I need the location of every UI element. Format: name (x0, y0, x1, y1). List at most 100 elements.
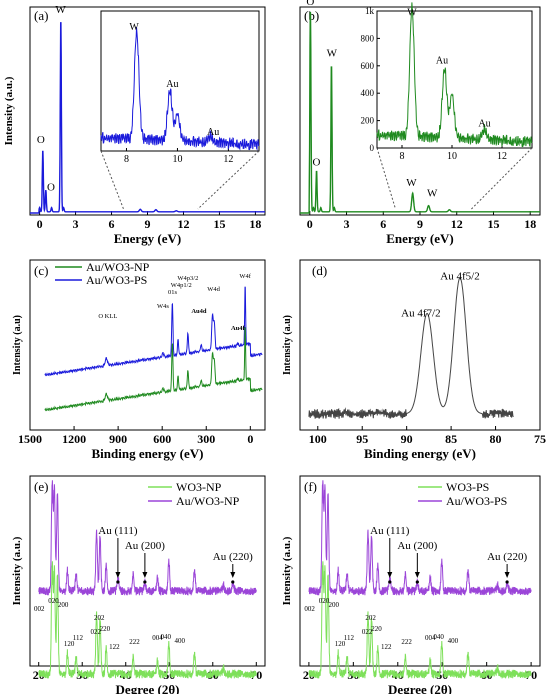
panel-d-xtick-label: 100 (309, 432, 327, 446)
panel-a-inset-line (100, 26, 260, 151)
panel-c-xtick-label: 900 (109, 432, 127, 446)
panel-c-peak-label: Au4f (231, 325, 246, 332)
panel-c-xtick-label: 0 (247, 432, 253, 446)
panel-b-inset-line (376, 2, 533, 148)
panel-c-peak-label: O KLL (98, 313, 117, 320)
panel-e-hkl-label: 220 (100, 625, 111, 633)
panel-c-peak-label: W4p3/2 (177, 275, 198, 282)
panel-f-hkl-label: 112 (344, 634, 355, 642)
panel-a-peak-label: O (37, 134, 45, 146)
panel-e-hkl-label: 040 (161, 633, 172, 641)
panel-b-xtick-label: 15 (487, 217, 499, 231)
panel-c-peak-label: W4f (239, 273, 251, 280)
panel-b-inset-peak-label: Au (436, 56, 448, 67)
panel-a-inset-peak-label: W (129, 22, 139, 33)
panel-e-au-line (38, 480, 257, 596)
panel-a-xtick-label: 3 (73, 217, 79, 231)
panel-e-hkl-label: 002 (34, 605, 45, 613)
panel-b-peak-label: W (427, 188, 438, 200)
panel-f-au-line (308, 480, 532, 596)
panel-b-peak-label: W (327, 47, 338, 59)
panel-a-inset-xtick-label: 8 (124, 154, 129, 165)
panel-c-peak-label: 01s (168, 289, 178, 296)
panel-f-au-arrowhead (414, 572, 420, 578)
panel-a-xtick-label: 9 (145, 217, 151, 231)
panel-c-xtick-label: 600 (153, 432, 171, 446)
panel-f-hkl-label: 020 (319, 597, 330, 605)
panel-e-au-arrowhead (142, 572, 148, 578)
panel-d-ylabel: Intensity (a.u) (282, 315, 293, 375)
panel-d-frame (299, 259, 541, 431)
panel-d-xtick-label: 85 (445, 432, 457, 446)
panel-f-hkl-label: 220 (371, 625, 382, 633)
panel-a-inset-peak-label: Au (166, 79, 178, 90)
panel-d-xtick-label: 95 (356, 432, 368, 446)
panel-b-inset-peak-label: Au (478, 119, 490, 130)
panel-e-au-peak-label: Au (220) (213, 551, 253, 563)
panel-c-xtick-label: 1200 (62, 432, 86, 446)
panel-b-inset-peak-label: W (407, 8, 417, 19)
panel-c-panel-label: (c) (34, 263, 48, 278)
panel-e-hkl-label: 120 (64, 640, 75, 648)
panel-e-au-marker (231, 580, 235, 584)
panel-c-np-line (44, 327, 263, 412)
panel-b-inset-frame (376, 10, 533, 149)
panel-e-au-marker (116, 580, 120, 584)
panel-f-legend-label: Au/WO3-PS (446, 494, 507, 508)
panel-f-hkl-label: 400 (448, 637, 459, 645)
panel-a-peak-label: W (55, 4, 66, 16)
panel-a-spectrum-line (30, 22, 265, 214)
panel-b-xtick-label: 0 (307, 217, 313, 231)
panel-f-hkl-label: 202 (365, 614, 376, 622)
panel-f-au-peak-label: Au (111) (370, 525, 410, 537)
panel-f-au-arrowhead (504, 572, 510, 578)
panel-b-panel-label: (b) (304, 8, 319, 23)
panel-f-hkl-label: 040 (433, 633, 444, 641)
panel-c-peak-label: W4s (157, 303, 169, 310)
panel-f-au-arrowhead (387, 572, 393, 578)
panel-b-inset-ytick-label: 0 (370, 143, 375, 153)
panel-e-hkl-label: 202 (94, 614, 105, 622)
panel-b-inset-xtick-label: 8 (400, 151, 405, 162)
panel-a-xtick-label: 6 (109, 217, 115, 231)
panel-e-au-arrowhead (230, 572, 236, 578)
panel-a-xtick-label: 0 (37, 217, 43, 231)
panel-a-ylabel: Intensity (a.u.) (3, 76, 15, 145)
panel-b-frame (299, 6, 541, 216)
panel-e-au-peak-label: Au (200) (125, 540, 165, 552)
panel-f-frame (299, 475, 541, 667)
panel-b-xtick-label: 6 (380, 217, 386, 231)
panel-a-peak-label: O (47, 181, 55, 193)
panel-d-peak-label: Au 4f5/2 (440, 270, 479, 282)
panel-b-xtick-label: 3 (344, 217, 350, 231)
panel-a-xtick-label: 15 (213, 217, 225, 231)
panel-c-ps-line (44, 286, 263, 377)
panel-b-spectrum-line (300, 11, 540, 214)
panel-b-zoom-guide (376, 147, 396, 210)
panel-e-hkl-label: 022 (90, 628, 101, 636)
panel-a-xtick-label: 12 (177, 217, 189, 231)
panel-a-inset-xtick-label: 12 (223, 154, 233, 165)
panel-c-xtick-label: 1500 (18, 432, 42, 446)
panel-c-peak-label: W4p1/2 (171, 282, 192, 289)
panel-f-au-marker (505, 580, 509, 584)
panel-f-legend-label: WO3-PS (446, 480, 489, 494)
panel-e-plain-line (38, 561, 257, 679)
panel-d-spectrum-line (308, 277, 514, 420)
panel-e-hkl-label: 222 (129, 638, 140, 646)
panel-f-au-marker (415, 580, 419, 584)
panel-e-xlabel: Degree (2θ) (116, 682, 180, 694)
panel-c-xlabel: Binding energy (eV) (92, 446, 204, 461)
panel-a-panel-label: (a) (34, 8, 48, 23)
panel-f-hkl-label: 122 (381, 643, 392, 651)
panel-e-hkl-label: 020 (48, 597, 59, 605)
panel-c-legend-label: Au/WO3-PS (86, 273, 147, 287)
panel-e-au-marker (143, 580, 147, 584)
panel-c-peak-label: Au4d (191, 308, 207, 315)
panel-b-xtick-label: 18 (524, 217, 536, 231)
panel-e-hkl-label: 112 (73, 634, 84, 642)
panel-c-xtick-label: 300 (197, 432, 215, 446)
panel-f-hkl-label: 222 (401, 638, 412, 646)
panel-f-ylabel: Intensity (a.u.) (281, 536, 293, 605)
